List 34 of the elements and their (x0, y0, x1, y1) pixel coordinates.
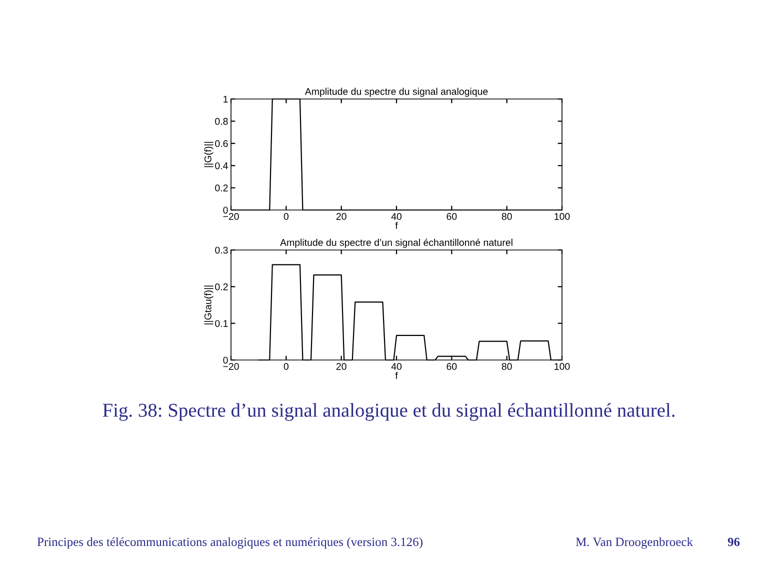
y-tick-label: 0 (223, 206, 228, 214)
y-tick-label: 0.4 (215, 162, 228, 170)
chart-title: Amplitude du spectre du signal analogique (304, 88, 488, 97)
y-tick-label: 0.2 (215, 184, 228, 192)
x-tick-label: 0 (284, 213, 288, 220)
x-tick-label: 40 (391, 363, 402, 370)
x-tick-label: 0 (284, 363, 288, 370)
x-tick-label: 60 (446, 213, 457, 220)
text: M. Van Droogenbroeck (576, 537, 693, 549)
y-tick-label: 1 (224, 96, 228, 103)
x-tick-label: −20 (223, 363, 239, 370)
x-tick-label: 100 (554, 363, 570, 370)
x-tick-label: 80 (502, 363, 512, 370)
text: Principes des télécommunications analogiques et numériques (version 3.126) (37, 537, 422, 549)
x-tick-label: 40 (391, 213, 402, 220)
y-tick-label: 0.3 (215, 246, 228, 254)
y-tick-label: 0.1 (215, 320, 228, 327)
y-tick-label: 0.2 (215, 283, 228, 290)
y-tick-label: 0 (223, 356, 228, 364)
y-tick-label: 0.6 (215, 140, 228, 148)
x-axis-title: f (395, 222, 398, 229)
y-tick-label: 0.8 (215, 118, 228, 125)
x-axis-title: f (395, 372, 398, 379)
caption: Fig. 38: Spectre d’un signal analogique et du signal échantillonné naturel. (102, 403, 674, 421)
y-axis-title: ||G(f)|| (204, 142, 214, 168)
x-tick-label: 80 (502, 213, 512, 220)
chart-title: Amplitude du spectre d’un signal échantillonné naturel (280, 238, 512, 248)
x-tick-label: 20 (336, 213, 346, 220)
x-tick-label: 100 (554, 213, 570, 220)
y-axis-title: ||Gtau(f)|| (204, 286, 214, 324)
text: 96 (728, 538, 740, 546)
x-tick-label: −20 (223, 213, 239, 220)
x-tick-label: 20 (336, 363, 346, 370)
x-tick-label: 60 (446, 363, 457, 370)
